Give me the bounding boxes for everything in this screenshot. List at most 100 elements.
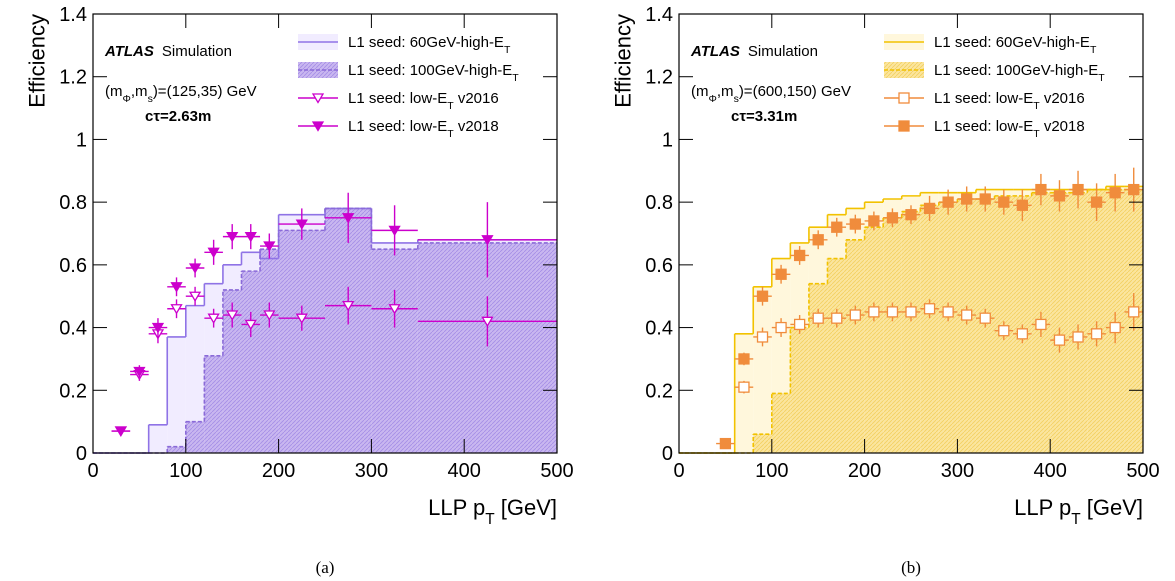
y-tick-label: 0.4 (59, 318, 87, 340)
marker (868, 306, 880, 318)
x-tick-label: 500 (1126, 460, 1159, 482)
x-axis-label-part: [GeV] (495, 495, 557, 520)
marker (886, 306, 899, 318)
legend-label-part: L1 seed: low-E (934, 118, 1033, 135)
x-tick-label: 400 (448, 460, 481, 482)
legend-label-part: L1 seed: 60GeV-high-E (348, 34, 504, 51)
model-label: (mΦ,ms)=(125,35) GeV (105, 83, 257, 105)
marker (1053, 190, 1066, 202)
marker (923, 303, 936, 315)
y-tick-label: 1.4 (59, 4, 87, 26)
hist-fill (222, 289, 242, 453)
model-label-part: (m (105, 83, 123, 100)
hist-fill (185, 421, 205, 453)
hist-fill (167, 446, 186, 453)
x-tick-label: 200 (262, 460, 295, 482)
y-tick-label: 0.6 (59, 255, 87, 277)
annotation: ATLAS Simulation (690, 43, 818, 60)
panel: 0 0.2 0.4 0.6 0.8 1 1.2 1.4 0 100 200 300 400 500 Effi… (611, 4, 1160, 577)
marker (942, 196, 954, 208)
marker (388, 304, 401, 315)
y-tick-label: 0.6 (645, 255, 673, 277)
hist-fill (771, 393, 791, 453)
x-tick-label: 100 (169, 460, 202, 482)
marker (151, 322, 165, 334)
marker (849, 309, 861, 321)
legend-label-part: L1 seed: low-E (348, 90, 447, 107)
legend-label: L1 seed: low-ET v2016 (934, 90, 1085, 112)
marker (756, 290, 769, 302)
marker (481, 316, 494, 328)
x-tick-label: 500 (540, 460, 573, 482)
hist-fill (938, 202, 958, 453)
x-tick-label: 300 (355, 460, 388, 482)
marker (188, 263, 202, 274)
marker (114, 426, 127, 437)
marker (775, 321, 787, 334)
marker (905, 306, 917, 318)
hist-fill (185, 305, 205, 453)
marker (1072, 183, 1084, 196)
hist-fill (241, 271, 261, 453)
model-label-part: ,m (131, 83, 148, 100)
marker (756, 331, 769, 343)
hist-fill (901, 211, 921, 453)
model-label-part: (m (691, 83, 709, 100)
x-axis-label-part: [GeV] (1081, 495, 1143, 520)
caption: (b) (901, 558, 921, 577)
legend-label: L1 seed: low-ET v2018 (934, 118, 1085, 140)
x-axis-label-part: T (1071, 511, 1081, 528)
y-tick-label: 1.4 (645, 4, 673, 26)
marker (263, 241, 276, 252)
x-axis-label-part: LLP p (428, 495, 485, 520)
y-tick-label: 0 (76, 443, 87, 465)
marker (311, 121, 325, 132)
legend-label-part: T (1033, 100, 1040, 112)
model-label-part: )=(600,150) GeV (739, 83, 851, 100)
legend-label-part: T (512, 72, 519, 84)
marker (226, 310, 239, 321)
x-tick-label: 300 (941, 460, 974, 482)
annotation: ATLAS Simulation (104, 43, 232, 60)
marker (812, 234, 824, 246)
marker (1035, 318, 1047, 331)
y-tick-label: 0.2 (645, 380, 673, 402)
marker (942, 306, 954, 318)
marker (170, 282, 183, 293)
marker (898, 120, 910, 132)
model-label-part: )=(125,35) GeV (153, 83, 257, 100)
hist-fill (260, 249, 279, 453)
legend-label-part: v2016 (1040, 90, 1085, 107)
hist-fill (148, 424, 168, 453)
hist-fill (957, 199, 976, 453)
marker (868, 215, 880, 227)
marker (244, 231, 257, 243)
hist-fill (790, 327, 809, 453)
marker (263, 310, 276, 321)
marker (1128, 183, 1140, 196)
legend-label-part: L1 seed: 100GeV-high-E (348, 62, 512, 79)
x-tick-label: 0 (87, 460, 98, 482)
caption: (a) (316, 558, 335, 577)
marker (998, 325, 1010, 337)
marker (998, 196, 1010, 208)
y-tick-label: 0.2 (59, 380, 87, 402)
hist-fill (753, 434, 772, 453)
marker (1109, 187, 1121, 199)
legend-label-part: v2016 (454, 90, 499, 107)
experiment-label: ATLAS (690, 43, 740, 60)
marker (738, 353, 750, 365)
y-tick-label: 1.2 (59, 67, 87, 89)
legend-label-part: T (1033, 128, 1040, 140)
x-tick-label: 400 (1034, 460, 1067, 482)
marker (719, 437, 732, 450)
legend-label-part: v2018 (1040, 118, 1085, 135)
marker (207, 247, 220, 259)
hist-fill (808, 283, 828, 453)
marker (244, 319, 257, 331)
marker (961, 193, 973, 205)
x-axis-label-part: T (485, 511, 495, 528)
experiment-label: ATLAS (104, 43, 154, 60)
hist-fill (204, 355, 223, 453)
